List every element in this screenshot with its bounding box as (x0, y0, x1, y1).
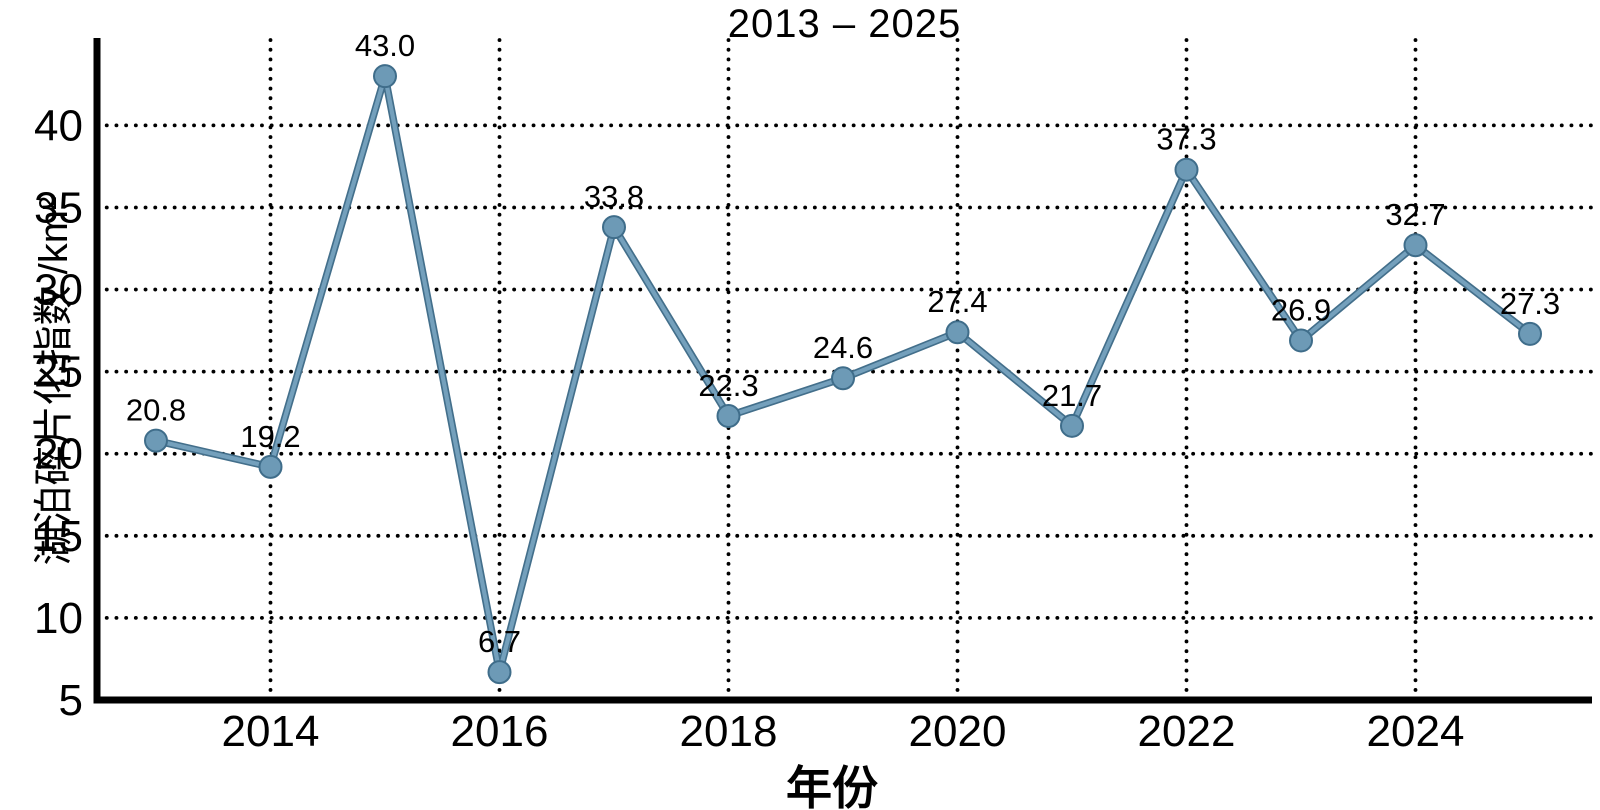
data-label-2022: 37.3 (1156, 122, 1216, 157)
data-point-2018 (716, 403, 741, 428)
y-tick-label: 40 (34, 101, 83, 150)
data-point-2024 (1403, 233, 1428, 258)
data-point-2014 (258, 454, 283, 479)
y-tick-label: 15 (34, 512, 83, 561)
data-label-2014: 19.2 (240, 419, 300, 454)
y-axis-label: 湖泊碎片化指数 /km² (32, 196, 76, 566)
data-label-2018: 22.3 (698, 368, 758, 403)
data-point-2016 (487, 660, 512, 685)
data-label-2021: 21.7 (1042, 378, 1102, 413)
y-tick-label: 35 (34, 183, 83, 232)
x-tick-label: 2022 (1138, 707, 1236, 756)
data-point-2017 (602, 215, 626, 240)
x-tick-label: 2014 (222, 707, 320, 756)
data-label-2013: 20.8 (126, 393, 186, 428)
y-tick-label: 5 (59, 676, 83, 725)
chart-title: 2013 – 2025 (727, 2, 962, 46)
data-point-2015 (373, 64, 397, 89)
x-tick-label: 2018 (680, 707, 778, 756)
data-label-2025: 27.3 (1500, 286, 1560, 321)
data-point-2021 (1060, 413, 1084, 438)
data-point-2022 (1174, 157, 1199, 182)
data-label-2017: 33.8 (584, 179, 644, 214)
data-label-2019: 24.6 (813, 330, 873, 365)
x-tick-label: 2020 (909, 707, 1007, 756)
data-point-2023 (1289, 328, 1313, 353)
data-point-2013 (144, 428, 168, 453)
x-tick-label: 2024 (1367, 707, 1465, 756)
x-axis-label: 年份 (786, 762, 878, 810)
data-label-2020: 27.4 (927, 284, 987, 319)
y-tick-label: 20 (34, 430, 83, 479)
data-point-2020 (945, 320, 970, 345)
data-label-2023: 26.9 (1271, 292, 1331, 327)
y-tick-label: 30 (34, 266, 83, 315)
data-point-2025 (1518, 321, 1542, 346)
data-label-2024: 32.7 (1385, 197, 1445, 232)
data-label-2016: 6.7 (478, 624, 521, 659)
y-tick-label: 25 (34, 348, 83, 397)
data-label-2015: 43.0 (355, 28, 415, 63)
y-tick-label: 10 (34, 594, 83, 643)
data-point-2019 (831, 366, 855, 391)
x-tick-label: 2016 (451, 707, 549, 756)
